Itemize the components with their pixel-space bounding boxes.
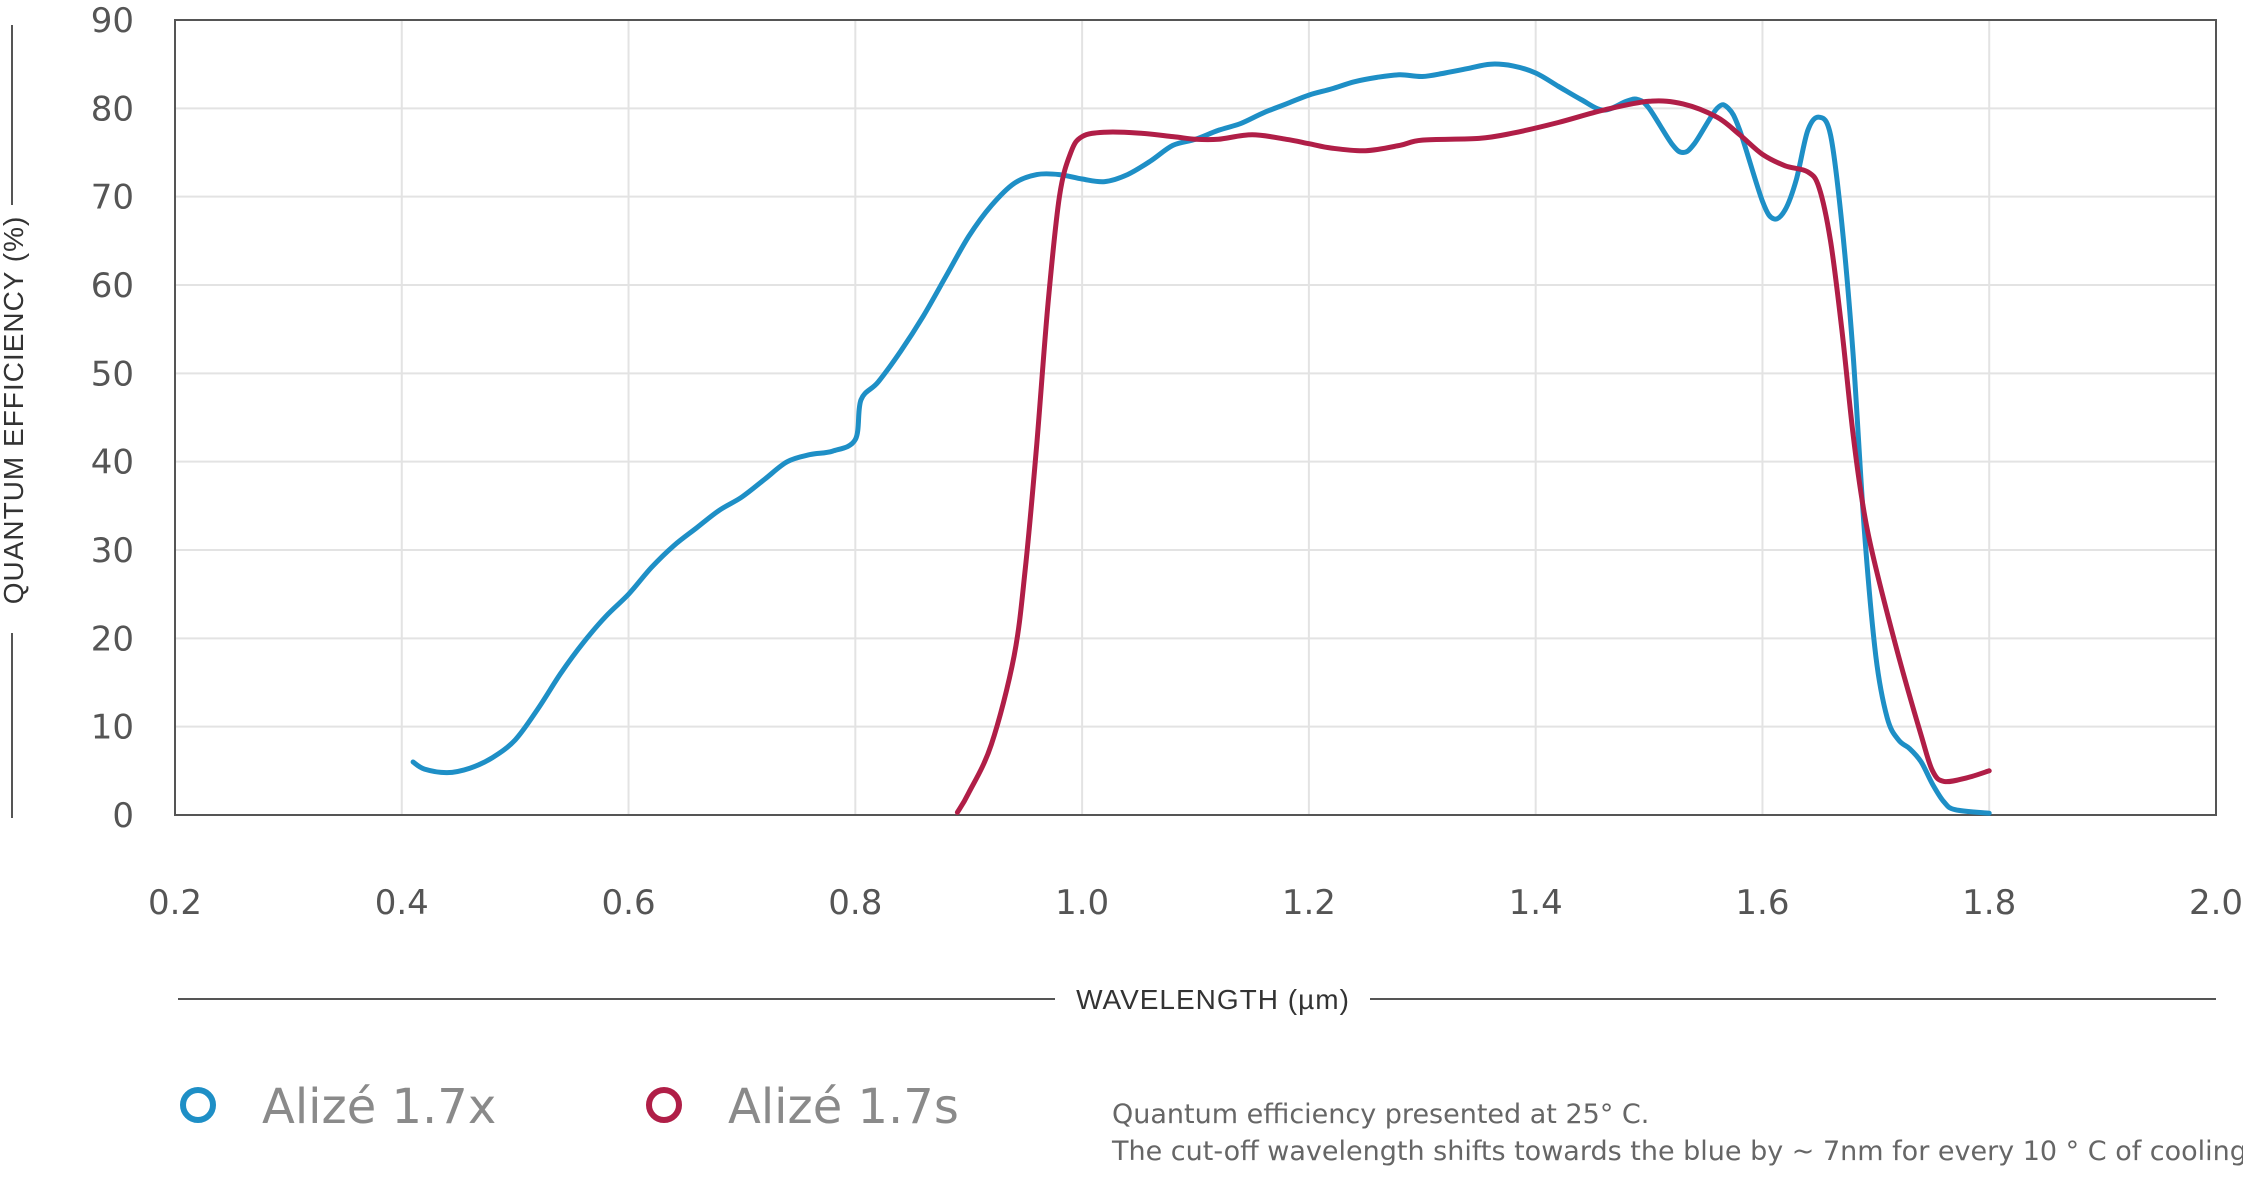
- plot-frame: [174, 19, 2217, 816]
- y-tick-label: 0: [112, 796, 134, 836]
- y-tick-label: 50: [91, 354, 134, 394]
- x-tick-labels: 0.2 0.4 0.6 0.8 1.0 1.2 1.4 1.6 1.8 2.0: [148, 883, 2243, 923]
- x-tick-label: 1.8: [1962, 883, 2016, 923]
- note-temperature: Quantum efficiency presented at 25° C.: [1112, 1099, 1649, 1130]
- y-tick-label: 90: [91, 1, 134, 41]
- x-tick-label: 0.6: [602, 883, 656, 923]
- y-tick-label: 80: [91, 89, 134, 129]
- y-tick-label: 40: [91, 443, 134, 483]
- x-tick-label: 0.2: [148, 883, 202, 923]
- legend: Alizé 1.7x Alizé 1.7s: [180, 1079, 959, 1135]
- x-tick-label: 0.8: [828, 883, 882, 923]
- x-axis-title: WAVELENGTH (µm): [1076, 984, 1350, 1015]
- series-lines: [410, 61, 1992, 816]
- legend-marker-alize-17s: [646, 1087, 682, 1123]
- y-tick-label: 10: [91, 708, 134, 748]
- x-tick-label: 2.0: [2189, 883, 2243, 923]
- series-line-alize-17x: [410, 61, 1992, 816]
- y-axis-title: QUANTUM EFFICIENCY (%): [0, 216, 29, 605]
- series-line-alize-17s: [954, 98, 1992, 815]
- y-tick-labels: 0 10 20 30 40 50 60 70 80 90: [91, 1, 134, 836]
- y-tick-label: 70: [91, 178, 134, 218]
- legend-label-alize-17s: Alizé 1.7s: [728, 1079, 959, 1135]
- y-tick-label: 30: [91, 531, 134, 571]
- y-tick-label: 20: [91, 619, 134, 659]
- legend-label-alize-17x: Alizé 1.7x: [262, 1079, 496, 1135]
- y-tick-label: 60: [91, 266, 134, 306]
- x-tick-label: 1.6: [1735, 883, 1789, 923]
- grid: [175, 20, 2216, 815]
- x-tick-label: 1.4: [1509, 883, 1563, 923]
- x-tick-label: 1.2: [1282, 883, 1336, 923]
- x-tick-label: 1.0: [1055, 883, 1109, 923]
- note-cutoff-shift: The cut-off wavelength shifts towards th…: [1111, 1136, 2243, 1167]
- x-tick-label: 0.4: [375, 883, 429, 923]
- legend-marker-alize-17x: [180, 1087, 216, 1123]
